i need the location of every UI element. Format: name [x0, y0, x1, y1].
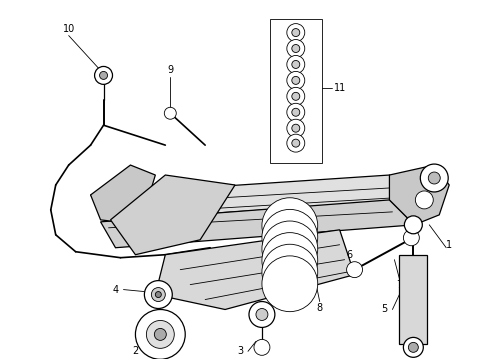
Circle shape — [147, 320, 174, 348]
Circle shape — [287, 119, 305, 137]
Text: 8: 8 — [317, 302, 323, 312]
Circle shape — [408, 342, 418, 352]
Bar — [270, 19, 322, 163]
Polygon shape — [111, 175, 235, 255]
Circle shape — [403, 230, 419, 246]
Circle shape — [262, 256, 318, 312]
Circle shape — [287, 103, 305, 121]
Circle shape — [135, 310, 185, 359]
Circle shape — [292, 124, 300, 132]
Circle shape — [292, 45, 300, 53]
Text: 10: 10 — [63, 24, 75, 33]
Text: 7: 7 — [396, 280, 402, 289]
Text: 4: 4 — [112, 284, 119, 294]
Circle shape — [292, 108, 300, 116]
Text: 1: 1 — [446, 240, 452, 250]
Circle shape — [145, 280, 172, 309]
Circle shape — [155, 292, 161, 298]
Text: 9: 9 — [167, 66, 173, 76]
Circle shape — [292, 139, 300, 147]
Circle shape — [151, 288, 165, 302]
Circle shape — [262, 198, 318, 253]
Circle shape — [262, 221, 318, 277]
Bar — [399, 255, 427, 345]
Circle shape — [287, 40, 305, 58]
Circle shape — [428, 172, 440, 184]
Circle shape — [262, 244, 318, 300]
Circle shape — [346, 262, 363, 278]
Circle shape — [249, 302, 275, 328]
Polygon shape — [155, 230, 355, 310]
Circle shape — [262, 233, 318, 288]
Circle shape — [256, 309, 268, 320]
Circle shape — [287, 134, 305, 152]
Circle shape — [164, 107, 176, 119]
Text: 3: 3 — [237, 346, 243, 356]
Polygon shape — [390, 165, 449, 225]
Text: 6: 6 — [346, 250, 353, 260]
Text: 5: 5 — [381, 305, 388, 315]
Circle shape — [292, 76, 300, 84]
Circle shape — [287, 55, 305, 73]
Circle shape — [292, 60, 300, 68]
Circle shape — [95, 67, 113, 84]
Circle shape — [404, 216, 422, 234]
Polygon shape — [91, 165, 155, 225]
Polygon shape — [91, 175, 419, 220]
Circle shape — [254, 339, 270, 355]
Polygon shape — [100, 200, 415, 248]
Text: 2: 2 — [132, 346, 139, 356]
Circle shape — [420, 164, 448, 192]
Circle shape — [292, 92, 300, 100]
Circle shape — [154, 328, 166, 340]
Circle shape — [262, 210, 318, 265]
Circle shape — [99, 71, 107, 80]
Circle shape — [287, 71, 305, 89]
Circle shape — [292, 28, 300, 37]
Circle shape — [287, 24, 305, 41]
Circle shape — [403, 337, 423, 357]
Circle shape — [287, 87, 305, 105]
Text: 11: 11 — [334, 84, 346, 93]
Circle shape — [416, 191, 433, 209]
